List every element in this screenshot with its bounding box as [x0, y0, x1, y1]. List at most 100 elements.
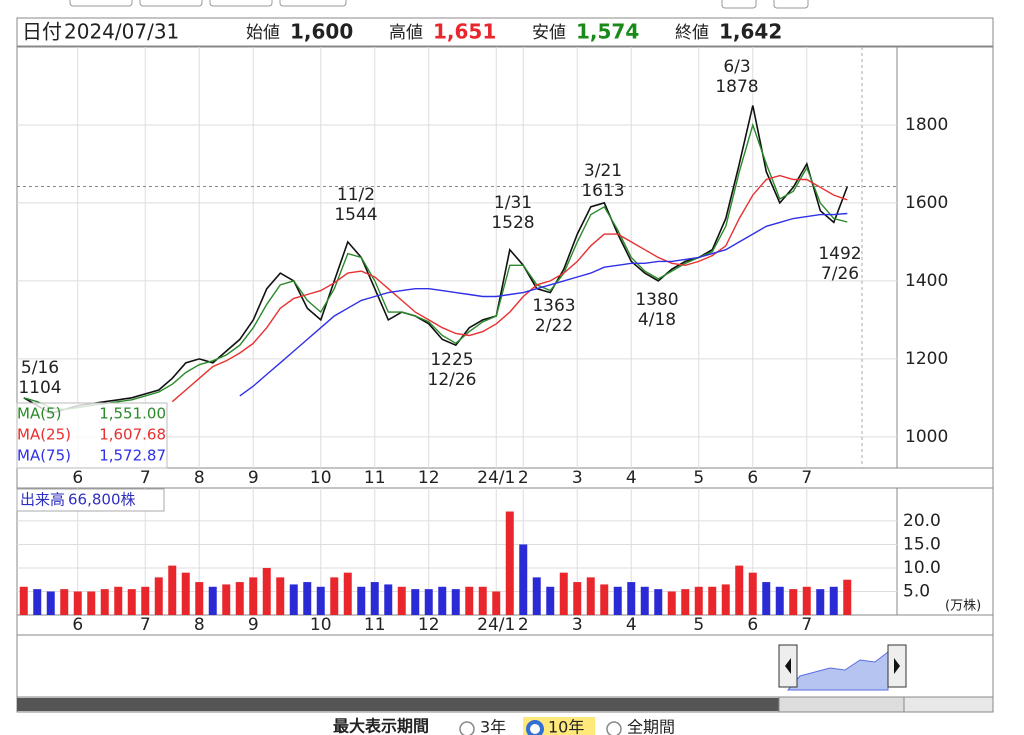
volume-bar: [384, 584, 393, 615]
x-tick-label: 8: [194, 468, 205, 488]
radio[interactable]: [526, 720, 544, 735]
x-tick-label: 12: [418, 615, 440, 635]
button[interactable]: [279, 0, 347, 7]
legend-box: [16, 402, 168, 469]
annotation-value: 1492: [818, 244, 861, 264]
volume-bar: [181, 572, 190, 615]
annotation-value: 1104: [18, 378, 61, 398]
close: 1,642: [719, 20, 782, 44]
button[interactable]: [69, 0, 133, 7]
x-tick-label: 6: [72, 615, 83, 635]
x-tick-label: 7: [801, 468, 812, 488]
volume-bar: [721, 584, 730, 615]
volume-bar: [370, 582, 379, 615]
volume-bar: [60, 589, 69, 615]
volume-bar: [546, 586, 555, 615]
volume-bar: [33, 589, 42, 615]
volume-bar: [73, 591, 82, 615]
scrollbar-thumb[interactable]: [778, 696, 905, 713]
volume-unit: (万株): [945, 599, 981, 614]
price-line: [23, 105, 849, 415]
annotation-value: 1878: [715, 77, 758, 97]
volume-bar: [613, 586, 622, 615]
x-tick-label: 11: [364, 468, 386, 488]
volume-bar: [586, 577, 595, 615]
volume-bar: [235, 582, 244, 615]
button[interactable]: [721, 0, 757, 9]
volume-bar: [681, 589, 690, 615]
volume-bar: [492, 591, 501, 615]
x-tick-label: 11: [364, 615, 386, 635]
volume-bar: [519, 544, 528, 615]
annotation-date: 1/31: [494, 193, 532, 213]
price-panel: [16, 46, 994, 469]
volume-bar: [762, 582, 771, 615]
volume-bar: [222, 584, 231, 615]
open-label: 始値: [246, 23, 280, 43]
x-tick-label: 3: [572, 615, 583, 635]
button[interactable]: [139, 0, 203, 7]
annotation-value: 1363: [532, 296, 575, 316]
close-label: 終値: [675, 23, 709, 43]
x-tick-label: 12: [418, 468, 440, 488]
y-tick-label: 10.0: [903, 558, 941, 578]
volume-bar: [168, 565, 177, 615]
radio[interactable]: [459, 721, 475, 735]
volume-bar: [627, 582, 636, 615]
volume-bar: [276, 577, 285, 615]
high-label: 高値: [389, 23, 423, 43]
low-label: 安値: [532, 23, 566, 43]
volume-bar: [303, 582, 312, 615]
volume-bar: [343, 572, 352, 615]
x-tick-label: 10: [310, 615, 332, 635]
annotation-value: 1528: [491, 213, 534, 233]
volume-bar: [640, 586, 649, 615]
y-tick-label: 1200: [905, 349, 948, 369]
volume-bar: [559, 572, 568, 615]
radio[interactable]: [606, 721, 622, 735]
volume-bar: [208, 586, 217, 615]
y-tick-label: 5.0: [903, 581, 930, 601]
ma-line: [23, 122, 848, 411]
button[interactable]: [209, 0, 273, 7]
date: 2024/07/31: [64, 20, 179, 44]
x-tick-label: 5: [693, 615, 704, 635]
volume-bar: [87, 591, 96, 615]
button[interactable]: [773, 0, 809, 9]
x-tick-label: 2: [518, 615, 529, 635]
volume-bar: [667, 591, 676, 615]
volume-bar: [829, 586, 838, 615]
volume-bar: [114, 586, 123, 615]
ma-line: [239, 212, 848, 397]
volume-bar: [573, 582, 582, 615]
volume-bar: [330, 577, 339, 615]
volume-bar: [411, 589, 420, 615]
annotation-date: 12/26: [428, 370, 477, 390]
volume-bar: [424, 589, 433, 615]
x-tick-label: 2: [518, 468, 529, 488]
volume-bar: [505, 511, 514, 615]
legend-name: MA(75): [17, 447, 71, 465]
x-tick-label: 6: [72, 468, 83, 488]
header-bar: [16, 17, 994, 47]
volume-bar: [100, 589, 109, 615]
arrow: [894, 658, 900, 674]
annotation-value: 1544: [334, 205, 377, 225]
volume-bar: [46, 591, 55, 615]
x-tick-label: 24/1: [477, 615, 515, 635]
volume-bar: [600, 584, 609, 615]
x-tick-label: 7: [140, 468, 151, 488]
scrollbar-track: [17, 698, 779, 711]
y-tick-label: 1800: [905, 115, 948, 135]
y-tick-label: 20.0: [903, 511, 941, 531]
volume-bar: [438, 586, 447, 615]
volume-bar: [316, 586, 325, 615]
top-buttons: [69, 0, 809, 9]
annotation-date: 5/16: [21, 358, 59, 378]
x-tick-label: 7: [801, 615, 812, 635]
open: 1,600: [290, 20, 353, 44]
volume-bar: [775, 586, 784, 615]
legend-value: 1,572.87: [99, 447, 166, 465]
volume-label-box: [16, 488, 165, 512]
period-options: 3年 10年 全期間: [459, 717, 675, 735]
